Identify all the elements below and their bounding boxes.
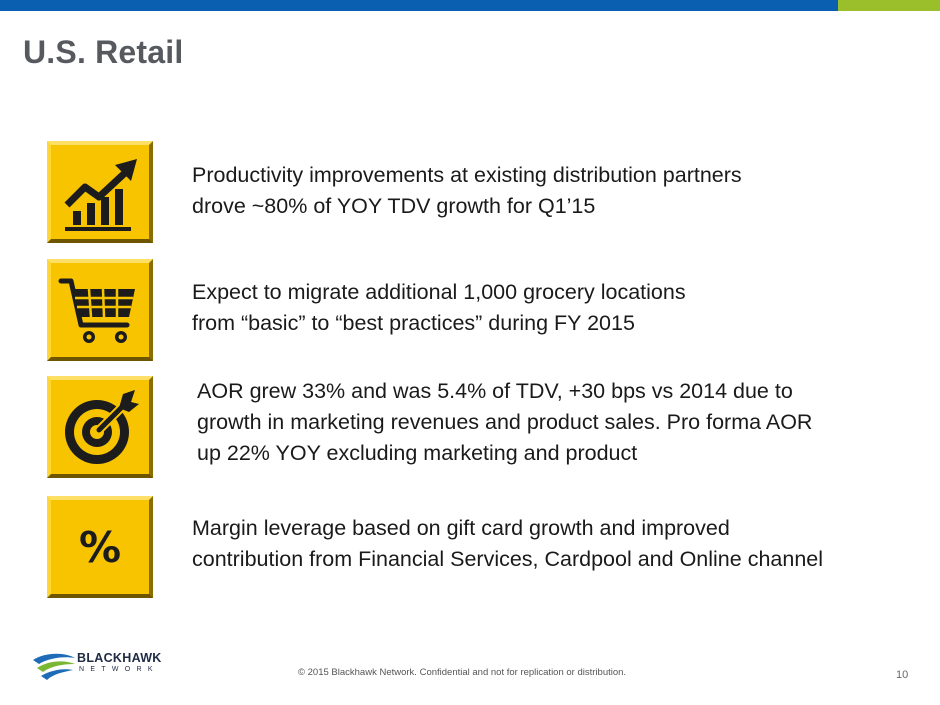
bullet-3-line-2: growth in marketing revenues and product… xyxy=(197,410,813,434)
slide-title: U.S. Retail xyxy=(23,34,184,70)
bullet-2-line-2: from “basic” to “best practices” during … xyxy=(192,311,635,335)
bullet-text-4: Margin leverage based on gift card growt… xyxy=(192,513,823,575)
growth-tile xyxy=(47,141,153,243)
percent-icon: % xyxy=(78,522,122,572)
cart-tile xyxy=(47,259,153,361)
growth-chart-icon xyxy=(64,159,137,231)
target-icon xyxy=(65,390,139,464)
target-tile xyxy=(47,376,153,478)
logo-wordmark: BLACKHAWK xyxy=(77,651,162,665)
bullet-3-line-3: up 22% YOY excluding marketing and produ… xyxy=(197,441,638,465)
page-number: 10 xyxy=(896,669,909,681)
top-accent-bar xyxy=(0,0,838,11)
bullet-text-1: Productivity improvements at existing di… xyxy=(192,160,742,222)
percent-tile: % xyxy=(47,496,153,598)
bullet-3-line-1: AOR grew 33% and was 5.4% of TDV, +30 bp… xyxy=(197,379,793,403)
blackhawk-logo-icon xyxy=(33,653,75,680)
bullet-4-line-2: contribution from Financial Services, Ca… xyxy=(192,547,824,571)
bullet-1-line-2: drove ~80% of YOY TDV growth for Q1’15 xyxy=(192,194,596,218)
shopping-cart-icon xyxy=(58,278,135,343)
bullet-text-3: AOR grew 33% and was 5.4% of TDV, +30 bp… xyxy=(197,376,812,469)
logo-subtitle: NETWORK xyxy=(79,666,159,673)
bullet-text-2: Expect to migrate additional 1,000 groce… xyxy=(192,277,686,339)
bullet-4-line-1: Margin leverage based on gift card growt… xyxy=(192,516,730,540)
copyright-notice: © 2015 Blackhawk Network. Confidential a… xyxy=(298,667,627,678)
bullet-1-line-1: Productivity improvements at existing di… xyxy=(192,163,742,187)
bullet-2-line-1: Expect to migrate additional 1,000 groce… xyxy=(192,280,686,304)
top-accent-bar-green xyxy=(838,0,940,11)
